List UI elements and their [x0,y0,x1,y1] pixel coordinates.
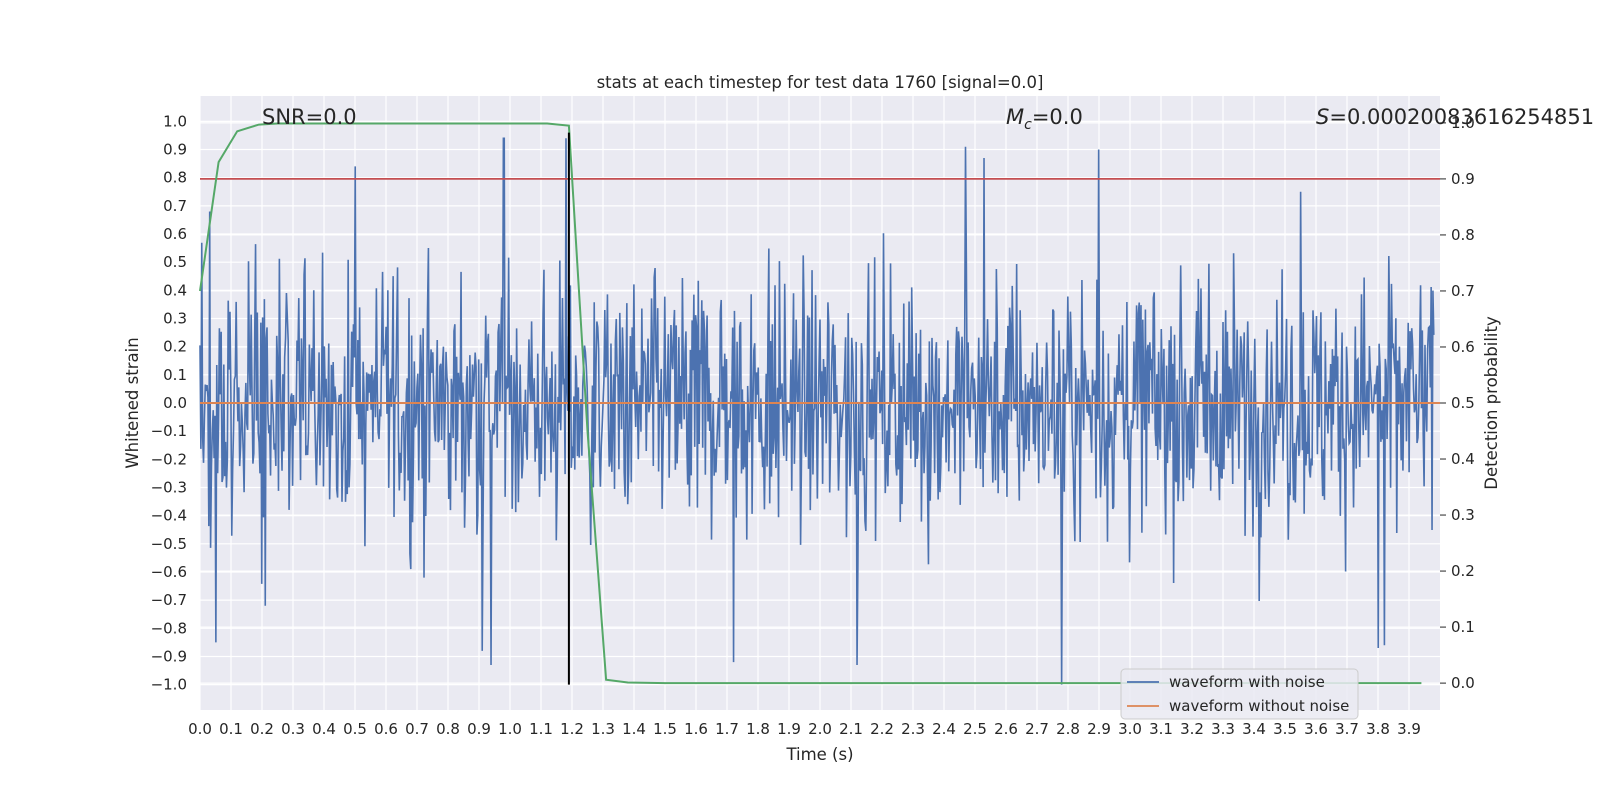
x-tick-label: 3.0 [1118,720,1142,738]
y-tick-label: −0.3 [151,478,187,496]
y-tick-label: 0.2 [163,338,187,356]
x-axis-label: Time (s) [785,745,853,764]
x-tick-label: 0.4 [312,720,336,738]
y2-tick-label: 0.8 [1451,226,1475,244]
y-tick-label: −0.5 [151,535,187,553]
s-annotation: S=0.00020083616254851 [1316,105,1594,129]
x-tick-label: 0.7 [405,720,429,738]
y-tick-label: −0.6 [151,563,187,581]
x-tick-label: 3.6 [1304,720,1328,738]
y2-tick-label: 0.2 [1451,562,1475,580]
y-tick-label: −0.8 [151,619,187,637]
y2-tick-label: 0.6 [1451,338,1475,356]
y-tick-label: 0.7 [163,197,187,215]
x-tick-label: 0.2 [250,720,274,738]
x-tick-label: 2.5 [963,720,987,738]
x-tick-label: 1.9 [777,720,801,738]
x-tick-label: 1.6 [684,720,708,738]
y-tick-label: 0.6 [163,225,187,243]
x-tick-label: 3.3 [1211,720,1235,738]
y-tick-label: 0.1 [163,366,187,384]
y2-tick-label: 0.7 [1451,282,1475,300]
x-tick-label: 1.2 [560,720,584,738]
y-axis-label: Whitened strain [123,337,142,468]
legend-label-noise: waveform with noise [1169,673,1325,691]
y2-tick-label: 0.3 [1451,506,1475,524]
chart-title: stats at each timestep for test data 176… [597,73,1044,92]
mc-annotation: Mc=0.0 [1006,105,1083,133]
y2-tick-label: 0.4 [1451,450,1475,468]
legend-box [1120,668,1359,720]
snr-annotation: SNR=0.0 [262,105,357,129]
y2-axis-ticks: 1.0 0.9 0.8 0.7 0.6 0.5 0.4 0.3 0.2 0.1 0.0 [1440,114,1475,692]
y-tick-label: −0.1 [151,422,187,440]
x-tick-label: 2.6 [994,720,1018,738]
x-tick-label: 2.1 [839,720,863,738]
x-tick-label: 2.2 [870,720,894,738]
x-tick-label: 1.7 [715,720,739,738]
legend: waveform with noise waveform without noi… [1120,668,1359,720]
series-detection-probability [199,122,1422,685]
series-waveform-with-noise [199,137,1435,685]
x-tick-label: 1.5 [653,720,677,738]
x-tick-label: 3.2 [1180,720,1204,738]
waveform-with-noise-line [199,137,1435,685]
x-tick-label: 3.8 [1366,720,1390,738]
y2-tick-label: 0.9 [1451,170,1475,188]
x-tick-label: 1.1 [529,720,553,738]
y-tick-label: 0.8 [163,169,187,187]
x-tick-label: 0.5 [343,720,367,738]
y-tick-label: −0.9 [151,647,187,665]
y2-tick-label: 1.0 [1451,114,1475,132]
x-tick-label: 2.8 [1056,720,1080,738]
y2-tick-label: 0.5 [1451,394,1475,412]
x-tick-label: 1.4 [622,720,646,738]
y-tick-label: 1.0 [163,112,187,130]
x-tick-label: 2.0 [808,720,832,738]
x-tick-label: 2.9 [1087,720,1111,738]
y2-tick-label: 0.0 [1451,674,1475,692]
y-tick-label: 0.3 [163,310,187,328]
y-tick-label: −0.7 [151,591,187,609]
legend-label-clean: waveform without noise [1169,697,1349,715]
x-tick-label: 3.9 [1397,720,1421,738]
y-tick-label: −1.0 [151,676,187,694]
y2-axis-label: Detection probability [1482,316,1501,490]
detection-probability-line [199,122,1422,685]
y-tick-label: 0.0 [163,394,187,412]
y-axis-ticks: 1.0 0.9 0.8 0.7 0.6 0.5 0.4 0.3 0.2 0.1 0.0 −0.1 −0.… [151,112,187,693]
y-tick-label: −0.4 [151,507,187,525]
x-tick-label: 0.8 [436,720,460,738]
x-tick-label: 3.1 [1149,720,1173,738]
y-tick-label: 0.9 [163,141,187,159]
x-tick-label: 3.4 [1242,720,1266,738]
x-tick-label: 0.0 [188,720,212,738]
x-tick-label: 2.4 [932,720,956,738]
x-tick-label: 2.3 [901,720,925,738]
y-tick-label: 0.4 [163,281,187,299]
x-tick-label: 1.3 [591,720,615,738]
x-tick-label: 3.5 [1273,720,1297,738]
x-tick-label: 0.3 [281,720,305,738]
x-tick-label: 1.8 [746,720,770,738]
x-tick-label: 0.9 [467,720,491,738]
x-axis-ticks: 0.0 0.1 0.2 0.3 0.4 0.5 0.6 0.7 0.8 0.9 1.0 1.1 1.2 1… [188,720,1421,738]
y2-tick-label: 0.1 [1451,618,1475,636]
x-tick-label: 0.1 [219,720,243,738]
x-tick-label: 0.6 [374,720,398,738]
x-tick-label: 3.7 [1335,720,1359,738]
y-tick-label: −0.2 [151,450,187,468]
y-tick-label: 0.5 [163,253,187,271]
x-tick-label: 1.0 [498,720,522,738]
x-tick-label: 2.7 [1025,720,1049,738]
